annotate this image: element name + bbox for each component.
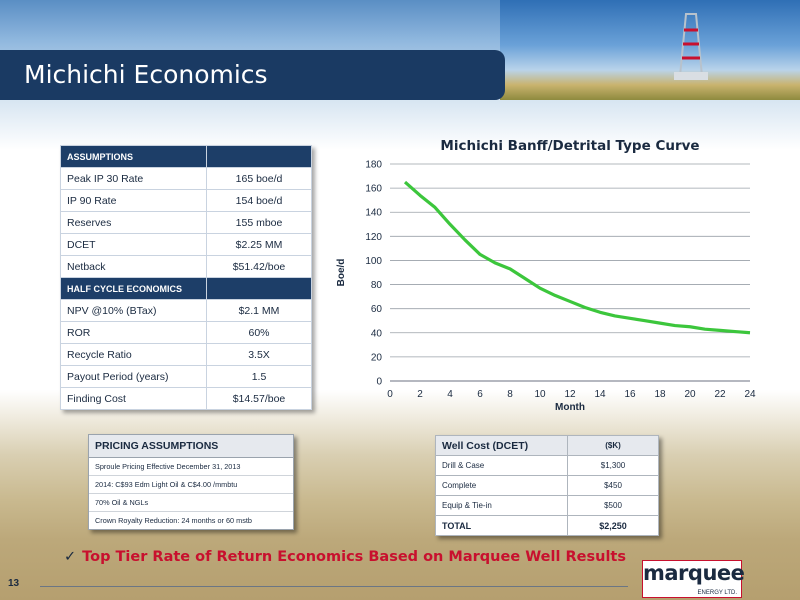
well-cost-total-value: $2,250 <box>567 515 659 536</box>
well-cost-value: $500 <box>567 495 659 516</box>
table-row: ROR 60% <box>60 321 312 344</box>
x-tick-label: 6 <box>477 389 483 400</box>
type-curve-chart: Michichi Banff/Detrital Type Curve020406… <box>336 138 756 413</box>
well-cost-label: Complete <box>435 475 568 496</box>
assumption-label: IP 90 Rate <box>60 189 207 212</box>
well-cost-value: $1,300 <box>567 455 659 476</box>
assumption-label: ROR <box>60 321 207 344</box>
pricing-row: Sproule Pricing Effective December 31, 2… <box>89 458 293 476</box>
table-row: NPV @10% (BTax) $2.1 MM <box>60 299 312 322</box>
x-tick-label: 18 <box>654 389 666 400</box>
x-tick-label: 24 <box>744 389 756 400</box>
assumption-value: 3.5X <box>206 343 312 366</box>
y-tick-label: 180 <box>365 160 382 171</box>
assumption-value: 60% <box>206 321 312 344</box>
y-tick-label: 80 <box>371 280 383 291</box>
y-tick-label: 100 <box>365 256 382 267</box>
x-tick-label: 22 <box>714 389 726 400</box>
y-tick-label: 40 <box>371 328 383 339</box>
checkmark-icon: ✓ <box>64 549 77 565</box>
x-tick-label: 4 <box>447 389 453 400</box>
table-row: Netback $51.42/boe <box>60 255 312 278</box>
pricing-row: Crown Royalty Reduction: 24 months or 60… <box>95 516 252 525</box>
slide-title: Michichi Economics <box>24 60 268 89</box>
pricing-header: PRICING ASSUMPTIONS <box>89 435 293 458</box>
well-cost-table: Well Cost (DCET) ($K) Drill & Case $1,30… <box>435 435 659 536</box>
assumption-label: Netback <box>60 255 207 278</box>
y-tick-label: 0 <box>376 377 382 388</box>
section-spacer <box>206 277 312 300</box>
table-row: Payout Period (years) 1.5 <box>60 365 312 388</box>
table-row: Recycle Ratio 3.5X <box>60 343 312 366</box>
table-row: DCET $2.25 MM <box>60 233 312 256</box>
logo-subtitle: ENERGY LTD. <box>697 590 737 596</box>
x-axis-title: Month <box>555 402 585 413</box>
y-tick-label: 20 <box>371 352 383 363</box>
well-cost-header-label: Well Cost (DCET) <box>435 435 568 456</box>
assumption-label: Payout Period (years) <box>60 365 207 388</box>
assumption-value: $14.57/boe <box>206 387 312 410</box>
x-tick-label: 14 <box>594 389 606 400</box>
marquee-logo: marquee ENERGY LTD. <box>642 560 745 598</box>
section-spacer <box>206 145 312 168</box>
assumption-value: 155 mboe <box>206 211 312 234</box>
assumption-value: $51.42/boe <box>206 255 312 278</box>
section-label: ASSUMPTIONS <box>60 145 207 168</box>
well-cost-header-unit: ($K) <box>567 435 659 456</box>
pricing-row: 70% Oil & NGLs <box>89 494 293 512</box>
y-tick-label: 120 <box>365 232 382 243</box>
pricing-assumptions-box: PRICING ASSUMPTIONS Sproule Pricing Effe… <box>88 434 294 530</box>
assumption-label: Finding Cost <box>60 387 207 410</box>
table-row: Reserves 155 mboe <box>60 211 312 234</box>
key-message-text: Top Tier Rate of Return Economics Based … <box>82 549 626 565</box>
y-axis-title: Boe/d <box>336 259 347 287</box>
x-tick-label: 0 <box>387 389 393 400</box>
assumptions-table: ASSUMPTIONS Peak IP 30 Rate 165 boe/d IP 90… <box>60 145 312 410</box>
assumption-label: Reserves <box>60 211 207 234</box>
assumption-value: 1.5 <box>206 365 312 388</box>
x-tick-label: 2 <box>417 389 423 400</box>
table-row: Finding Cost $14.57/boe <box>60 387 312 410</box>
section-label: HALF CYCLE ECONOMICS <box>60 277 207 300</box>
x-tick-label: 12 <box>564 389 576 400</box>
drilling-rig-icon <box>674 13 708 80</box>
well-cost-value: $450 <box>567 475 659 496</box>
assumption-value: $2.25 MM <box>206 233 312 256</box>
assumption-label: NPV @10% (BTax) <box>60 299 207 322</box>
assumption-value: 165 boe/d <box>206 167 312 190</box>
assumption-label: Peak IP 30 Rate <box>60 167 207 190</box>
chart-title: Michichi Banff/Detrital Type Curve <box>440 138 699 154</box>
well-cost-label: Drill & Case <box>435 455 568 476</box>
type-curve-line <box>403 180 751 335</box>
title-bar <box>0 50 505 100</box>
table-row: Peak IP 30 Rate 165 boe/d <box>60 167 312 190</box>
logo-wordmark: marquee <box>643 561 745 585</box>
y-tick-label: 140 <box>365 208 382 219</box>
well-cost-label: Equip & Tie-in <box>435 495 568 516</box>
y-tick-label: 160 <box>365 184 382 195</box>
assumption-label: Recycle Ratio <box>60 343 207 366</box>
page-number: 13 <box>8 578 20 589</box>
table-row: IP 90 Rate 154 boe/d <box>60 189 312 212</box>
header-landscape-image <box>500 0 800 100</box>
assumption-value: $2.1 MM <box>206 299 312 322</box>
x-tick-label: 10 <box>534 389 546 400</box>
assumption-label: DCET <box>60 233 207 256</box>
assumption-value: 154 boe/d <box>206 189 312 212</box>
well-cost-total-label: TOTAL <box>435 515 568 536</box>
assumptions-section-header: ASSUMPTIONS <box>60 145 312 168</box>
x-tick-label: 20 <box>684 389 696 400</box>
pricing-row: 2014: C$93 Edm Light Oil & C$4.00 /mmbtu <box>89 476 293 494</box>
footer-divider <box>40 586 628 587</box>
key-message: ✓ Top Tier Rate of Return Economics Based… <box>64 549 626 565</box>
x-tick-label: 16 <box>624 389 636 400</box>
x-tick-label: 8 <box>507 389 513 400</box>
assumptions-section-header: HALF CYCLE ECONOMICS <box>60 277 312 300</box>
y-tick-label: 60 <box>371 304 383 315</box>
